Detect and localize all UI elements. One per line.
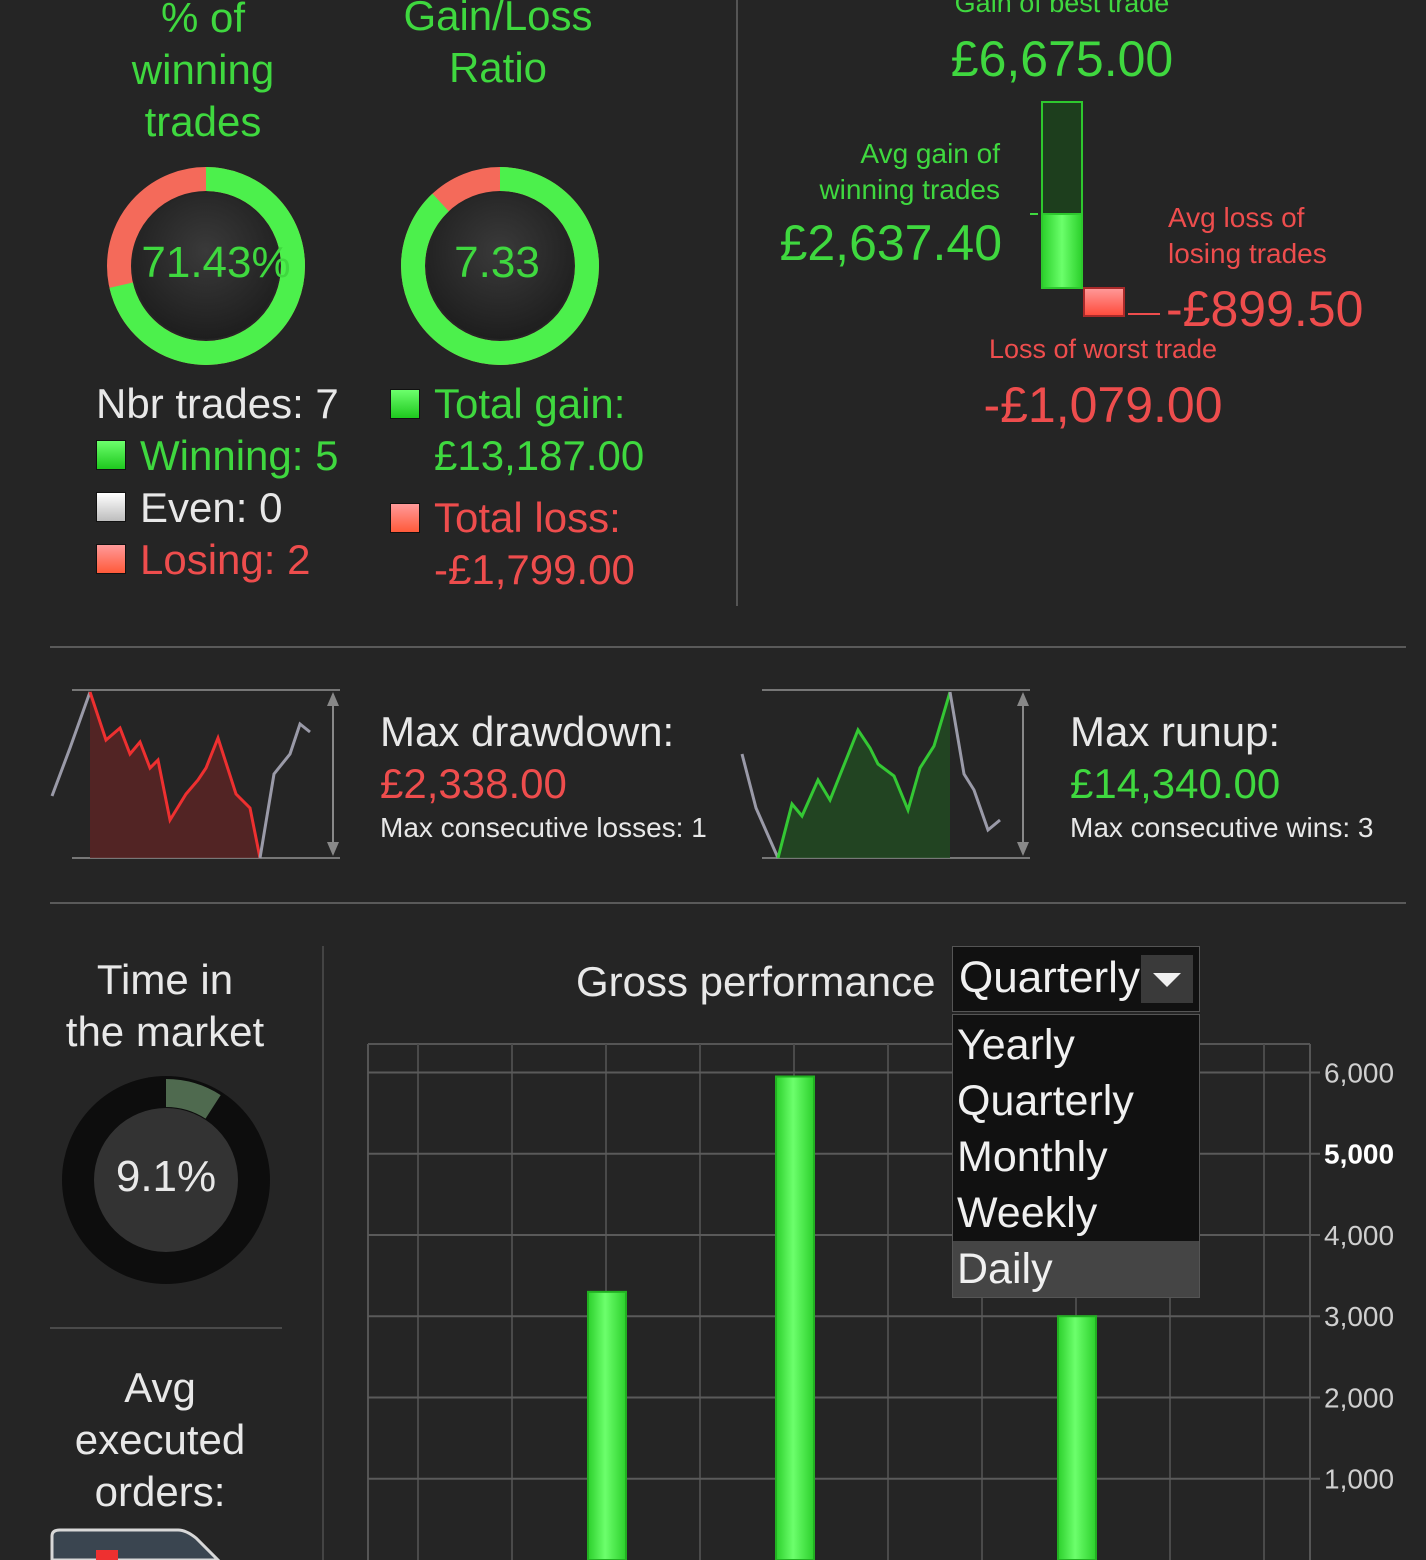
total-gain-value: £13,187.00 [434,432,645,479]
avg-orders-title: Avg executed orders: [74,1364,246,1515]
gain-loss-donut-inner [427,193,573,339]
losing-count: Losing: 2 [140,536,311,583]
avg-gain-value: £2,637.40 [779,215,1002,271]
even-swatch [96,492,126,522]
drawdown-value: £2,338.00 [380,760,567,807]
bottom-divider [322,946,324,1560]
period-option-daily[interactable]: Daily [953,1241,1199,1297]
avg-orders-gauge [50,1528,221,1560]
winning-pct-title: % of winning trades [131,0,275,145]
performance-bar [587,1290,627,1560]
period-option-quarterly[interactable]: Quarterly [957,1077,1134,1125]
gain-loss-donut [401,167,599,365]
y-tick-label: 3,000 [1324,1301,1394,1332]
performance-bar [1057,1315,1097,1560]
gain-loss-value: 7.33 [454,238,540,287]
avg-loss-bar [1083,287,1125,317]
performance-chart: 6,000 5,000 4,000 3,000 2,000 1,000 [367,1043,1394,1560]
nbr-trades: Nbr trades: 7 [96,380,339,427]
chevron-down-icon[interactable] [1141,955,1193,1003]
winning-pct-donut [107,167,305,365]
period-option-yearly[interactable]: Yearly [957,1021,1075,1069]
winning-swatch [96,440,126,470]
drawdown-sub: Max consecutive losses: 1 [380,812,707,843]
even-count: Even: 0 [140,484,283,531]
winning-pct-value: 71.43% [141,238,291,287]
best-trade-label: Gain of best trade [954,0,1170,18]
runup-value: £14,340.00 [1070,760,1281,807]
avg-loss-label: Avg loss of losing trades [1168,202,1327,269]
worst-trade-label: Loss of worst trade [988,334,1218,364]
performance-title: Gross performance [576,958,936,1005]
y-tick-label: 5,000 [1324,1139,1394,1170]
period-select[interactable]: Quarterly [952,946,1200,1012]
divider-mid [50,646,1406,648]
period-option-monthly[interactable]: Monthly [957,1133,1108,1181]
winning-count: Winning: 5 [140,432,339,479]
total-loss-label: Total loss: [434,494,621,541]
worst-trade-value: -£1,079.00 [983,377,1223,433]
time-donut-arc [65,1079,267,1281]
total-gain-label: Total gain: [434,380,626,427]
time-in-market-value: 9.1% [115,1152,217,1201]
chart-bars [587,1075,1097,1560]
divider-lower [50,902,1406,904]
gain-loss-donut-arc [401,167,599,365]
drawdown-label: Max drawdown: [380,708,675,755]
runup-sparkline [740,689,1030,859]
y-tick-label: 2,000 [1324,1382,1394,1413]
winning-donut-arc [107,167,305,365]
trade-range-bars [1030,101,1160,317]
avg-gain-label: Avg gain of winning trades [819,138,1000,205]
chart-y-ticks: 6,000 5,000 4,000 3,000 2,000 1,000 [1324,1057,1394,1494]
period-select-value: Quarterly [959,953,1140,1002]
avg-loss-value: -£899.50 [1166,281,1364,337]
total-loss-swatch [390,503,420,533]
gain-loss-title: Gain/Loss Ratio [403,0,593,91]
period-option-weekly[interactable]: Weekly [957,1189,1098,1237]
best-trade-value: £6,675.00 [950,31,1174,87]
winning-donut-inner [133,193,279,339]
y-tick-label: 6,000 [1324,1057,1394,1088]
total-gain-swatch [390,389,420,419]
top-divider [736,0,738,606]
y-tick-label: 1,000 [1324,1464,1394,1495]
y-tick-label: 4,000 [1324,1220,1394,1251]
best-trade-bar [1041,101,1083,215]
divider-left [50,1327,282,1329]
time-in-market-title: Time in the market [65,956,265,1055]
losing-swatch [96,544,126,574]
total-loss-value: -£1,799.00 [434,546,635,593]
runup-label: Max runup: [1070,708,1281,755]
period-dropdown-list: Yearly Quarterly Monthly Weekly Daily [952,1014,1200,1298]
avg-gain-bar [1041,213,1083,289]
runup-sub: Max consecutive wins: 3 [1070,812,1374,843]
performance-bar [775,1075,815,1560]
time-in-market-donut [62,1076,270,1284]
drawdown-sparkline [50,689,340,859]
